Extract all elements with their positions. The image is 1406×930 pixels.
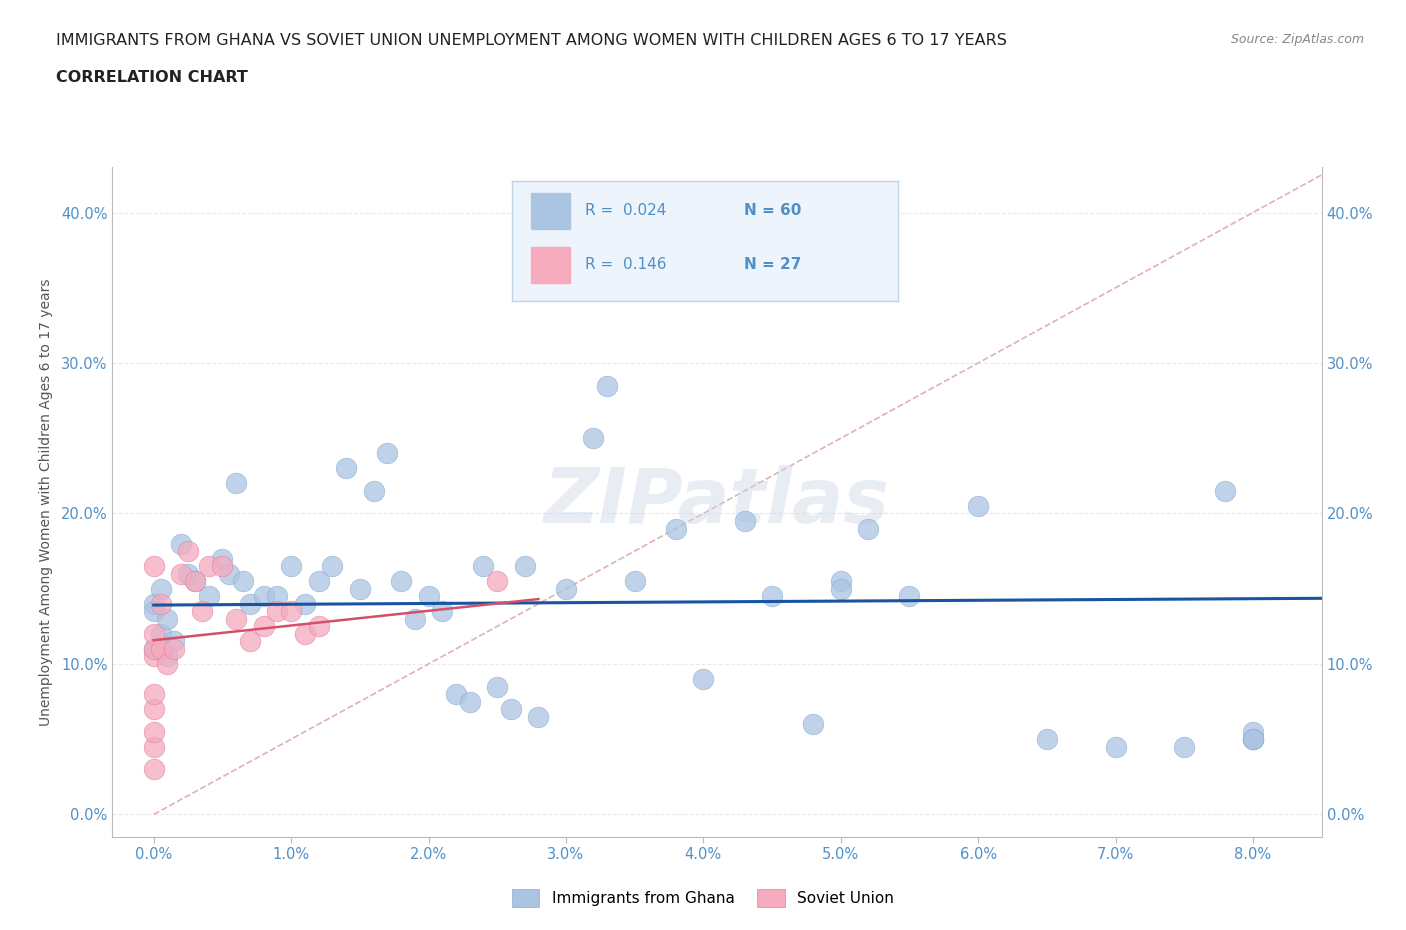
Text: CORRELATION CHART: CORRELATION CHART [56,70,247,85]
Point [163,634,186,649]
Point [582,431,605,445]
Point [1104,739,1126,754]
Point [692,671,714,686]
Point [499,701,522,716]
Point [149,627,172,642]
Text: IMMIGRANTS FROM GHANA VS SOVIET UNION UNEMPLOYMENT AMONG WOMEN WITH CHILDREN AGE: IMMIGRANTS FROM GHANA VS SOVIET UNION UN… [56,33,1007,47]
Point [142,559,165,574]
Point [142,642,165,657]
Text: ZIPatlas: ZIPatlas [544,465,890,539]
Point [458,694,481,709]
Point [142,701,165,716]
Point [253,589,276,604]
Point [308,618,330,633]
Point [184,574,207,589]
Point [266,604,288,618]
Point [170,566,193,581]
Legend: Immigrants from Ghana, Soviet Union: Immigrants from Ghana, Soviet Union [506,884,900,913]
Point [389,574,412,589]
Point [898,589,921,604]
Point [1241,732,1264,747]
Point [280,559,302,574]
Point [191,604,214,618]
Point [1215,484,1237,498]
Point [335,461,357,476]
Text: Source: ZipAtlas.com: Source: ZipAtlas.com [1230,33,1364,46]
Point [177,544,200,559]
Point [232,574,254,589]
Point [197,559,219,574]
Y-axis label: Unemployment Among Women with Children Ages 6 to 17 years: Unemployment Among Women with Children A… [38,278,52,726]
Point [170,536,193,551]
Point [856,521,880,536]
Point [432,604,454,618]
Point [444,686,467,701]
Point [225,476,247,491]
Point [294,596,316,611]
Point [734,513,756,528]
Point [142,762,165,777]
Point [665,521,688,536]
Point [177,566,200,581]
Point [142,724,165,739]
Point [404,611,426,626]
Point [142,649,165,664]
Point [197,589,219,604]
Point [253,618,276,633]
Point [163,642,186,657]
Point [142,739,165,754]
Point [225,611,247,626]
Point [149,596,172,611]
Point [1241,724,1264,739]
Point [801,717,824,732]
Point [967,498,990,513]
Point [349,581,371,596]
Point [486,679,509,694]
Point [623,574,645,589]
Point [184,574,207,589]
Point [142,686,165,701]
Point [830,574,852,589]
Point [1036,732,1059,747]
Point [218,566,240,581]
Point [1241,732,1264,747]
Point [363,484,385,498]
Point [156,649,179,664]
Point [527,710,550,724]
Point [554,581,576,596]
Point [142,627,165,642]
Point [142,596,165,611]
Point [211,559,233,574]
Point [142,604,165,618]
Point [149,581,172,596]
Point [1241,732,1264,747]
Point [156,611,179,626]
Point [142,642,165,657]
Point [596,379,619,393]
Point [156,657,179,671]
Point [486,574,509,589]
Point [149,642,172,657]
Point [472,559,495,574]
Point [294,627,316,642]
Point [280,604,302,618]
Point [239,634,262,649]
Point [830,581,852,596]
Point [308,574,330,589]
Point [211,551,233,566]
Point [761,589,783,604]
Point [321,559,343,574]
Point [418,589,440,604]
Point [266,589,288,604]
Point [1173,739,1195,754]
Point [239,596,262,611]
Point [375,445,398,460]
Point [513,559,536,574]
